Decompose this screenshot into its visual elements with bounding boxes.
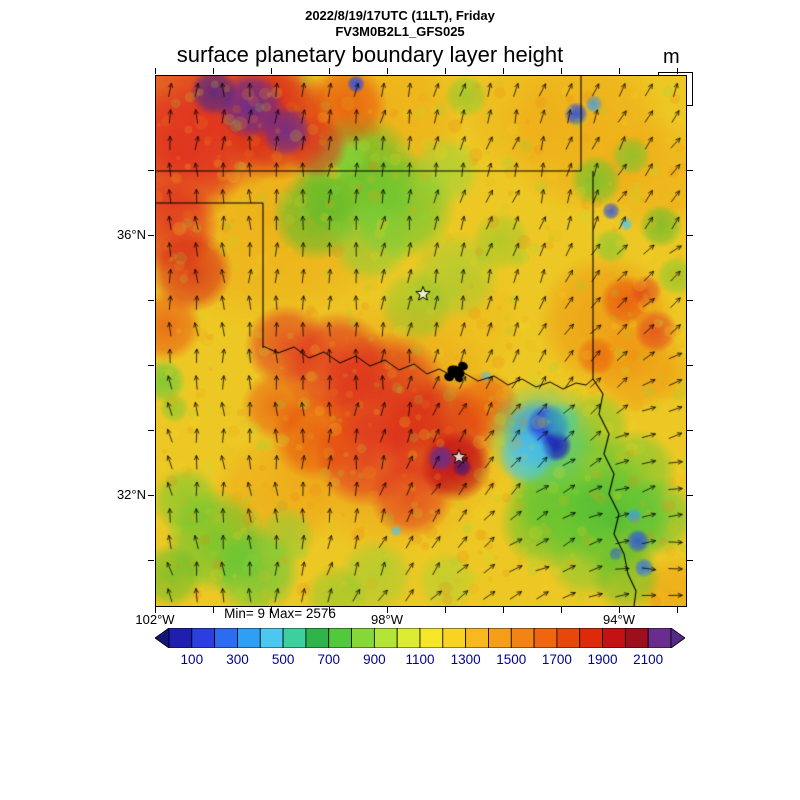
colorbar-tick-label: 700: [317, 652, 340, 667]
lat-tick: [686, 495, 693, 496]
colorbar-svg: [154, 627, 686, 649]
colorbar: [154, 627, 686, 649]
colorbar-tick-label: 500: [271, 652, 295, 667]
colorbar-cell: [488, 627, 512, 649]
colorbar-tick-label: 1700: [541, 652, 572, 667]
lon-tick: [155, 606, 156, 613]
lon-tick: [155, 67, 156, 74]
lon-tick: [677, 606, 678, 613]
header-model-id: FV3M0B2L1_GFS025: [335, 24, 465, 39]
colorbar-tick-label: 1100: [405, 652, 435, 667]
lon-tick: [387, 606, 388, 613]
lon-tick: [619, 67, 620, 74]
lat-tick: [686, 560, 693, 561]
colorbar-cell: [647, 627, 672, 649]
colorbar-left-tip: [154, 627, 170, 649]
lon-tick: [677, 67, 678, 74]
lat-tick: [147, 430, 154, 431]
lon-tick: [213, 67, 214, 74]
lat-tick: [686, 430, 693, 431]
colorbar-cell: [168, 627, 193, 649]
lat-tick: [686, 170, 693, 171]
lat-tick: [686, 300, 693, 301]
lon-tick: [387, 67, 388, 74]
lon-tick: [503, 606, 504, 613]
colorbar-cell: [351, 627, 375, 649]
colorbar-cell: [373, 627, 398, 649]
colorbar-cell: [305, 627, 330, 649]
colorbar-tick-label: 300: [226, 652, 249, 667]
lon-tick: [445, 67, 446, 74]
minmax-label: Min= 9 Max= 2576: [224, 606, 336, 621]
lon-tick: [503, 67, 504, 74]
lon-tick: [329, 606, 330, 613]
lon-tick: [619, 606, 620, 613]
header-datetime: 2022/8/19/17UTC (11LT), Friday: [305, 8, 495, 23]
colorbar-cell: [465, 627, 489, 649]
lat-tick: [147, 170, 154, 171]
map-frame: [155, 75, 687, 607]
colorbar-cell: [328, 627, 352, 649]
lat-tick: [686, 235, 693, 236]
colorbar-cell: [191, 627, 216, 649]
lon-tick: [271, 606, 272, 613]
lon-tick: [561, 606, 562, 613]
lat-tick: [686, 365, 693, 366]
colorbar-cell: [556, 627, 581, 649]
lat-tick: [147, 560, 154, 561]
plot-title: surface planetary boundary layer height: [176, 42, 564, 67]
lon-tick: [329, 67, 330, 74]
lat-tick: [147, 300, 154, 301]
colorbar-cell: [259, 627, 284, 649]
lon-tick: [213, 606, 214, 613]
lon-tick: [271, 67, 272, 74]
lat-tick: [147, 495, 154, 496]
lon-axis-label: 102°W: [135, 612, 175, 627]
lat-tick: [147, 235, 154, 236]
colorbar-tick-label: 1500: [496, 652, 527, 667]
lat-tick: [147, 365, 154, 366]
colorbar-cell: [237, 627, 261, 649]
lon-axis-label: 98°W: [371, 612, 403, 627]
colorbar-right-tip: [670, 627, 686, 649]
colorbar-tick-label: 1300: [450, 652, 481, 667]
colorbar-cell: [533, 627, 558, 649]
lat-axis-label: 36°N: [116, 227, 146, 242]
lon-tick: [445, 606, 446, 613]
colorbar-cell: [396, 627, 421, 649]
map-canvas: [156, 76, 686, 606]
lat-axis-label: 32°N: [116, 487, 146, 502]
colorbar-tick-label: 100: [180, 652, 204, 667]
colorbar-cell: [510, 627, 535, 649]
colorbar-cell: [442, 627, 467, 649]
colorbar-cell: [214, 627, 238, 649]
lon-axis-label: 94°W: [603, 612, 635, 627]
colorbar-cell: [624, 627, 649, 649]
colorbar-tick-label: 900: [363, 652, 386, 667]
colorbar-tick-label: 1900: [587, 652, 618, 667]
colorbar-cell: [419, 627, 444, 649]
colorbar-cell: [282, 627, 307, 649]
colorbar-tick-label: 2100: [633, 652, 664, 667]
colorbar-cell: [579, 627, 603, 649]
unit-label: m: [663, 46, 680, 68]
colorbar-cell: [602, 627, 626, 649]
lon-tick: [561, 67, 562, 74]
